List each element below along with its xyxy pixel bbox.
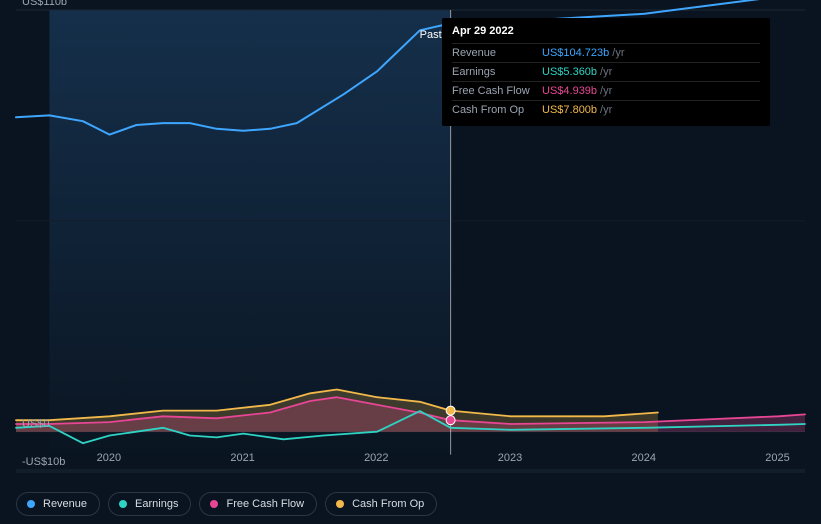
legend-label: Cash From Op bbox=[352, 498, 424, 510]
chart-tooltip: Apr 29 2022 RevenueUS$104.723b/yrEarning… bbox=[442, 18, 770, 126]
tooltip-row: Free Cash FlowUS$4.939b/yr bbox=[452, 81, 760, 100]
legend-item-revenue[interactable]: Revenue bbox=[16, 492, 100, 516]
tooltip-row-label: Free Cash Flow bbox=[452, 85, 542, 97]
x-axis-label: 2022 bbox=[364, 452, 388, 464]
legend-dot bbox=[336, 500, 344, 508]
y-axis-label: US$0 bbox=[22, 418, 50, 430]
x-axis-label: 2025 bbox=[765, 452, 789, 464]
y-axis-label: -US$10b bbox=[22, 456, 65, 468]
tooltip-row-value: US$5.360b bbox=[542, 66, 597, 78]
legend-item-fcf[interactable]: Free Cash Flow bbox=[199, 492, 317, 516]
tooltip-row: Cash From OpUS$7.800b/yr bbox=[452, 100, 760, 119]
legend-dot bbox=[210, 500, 218, 508]
x-axis-label: 2024 bbox=[632, 452, 656, 464]
chart-legend: Revenue Earnings Free Cash Flow Cash From O… bbox=[16, 492, 437, 516]
tooltip-row: EarningsUS$5.360b/yr bbox=[452, 62, 760, 81]
legend-label: Earnings bbox=[135, 498, 178, 510]
legend-item-cfo[interactable]: Cash From Op bbox=[325, 492, 437, 516]
legend-item-earnings[interactable]: Earnings bbox=[108, 492, 191, 516]
legend-label: Free Cash Flow bbox=[226, 498, 304, 510]
fcf-marker bbox=[446, 416, 455, 425]
tooltip-row-value: US$104.723b bbox=[542, 47, 609, 59]
financials-chart: US$110b US$0 -US$10b 2020 2021 2022 2023 2024 2… bbox=[0, 0, 821, 524]
tooltip-row-label: Cash From Op bbox=[452, 104, 542, 116]
x-axis-label: 2021 bbox=[230, 452, 254, 464]
tooltip-row-unit: /yr bbox=[600, 104, 612, 116]
y-axis-label: US$110b bbox=[22, 0, 67, 8]
tooltip-row-label: Earnings bbox=[452, 66, 542, 78]
legend-dot bbox=[119, 500, 127, 508]
legend-label: Revenue bbox=[43, 498, 87, 510]
tooltip-row-label: Revenue bbox=[452, 47, 542, 59]
past-shade bbox=[49, 10, 450, 455]
tooltip-row-unit: /yr bbox=[600, 66, 612, 78]
tooltip-row-unit: /yr bbox=[600, 85, 612, 97]
cfo-marker bbox=[446, 406, 455, 415]
tooltip-row-value: US$7.800b bbox=[542, 104, 597, 116]
tooltip-date: Apr 29 2022 bbox=[442, 18, 770, 43]
x-axis-label: 2023 bbox=[498, 452, 522, 464]
legend-dot bbox=[27, 500, 35, 508]
x-axis-label: 2020 bbox=[97, 452, 121, 464]
past-label: Past bbox=[420, 29, 442, 41]
tooltip-row-value: US$4.939b bbox=[542, 85, 597, 97]
tooltip-row: RevenueUS$104.723b/yr bbox=[452, 43, 760, 62]
tooltip-row-unit: /yr bbox=[612, 47, 624, 59]
